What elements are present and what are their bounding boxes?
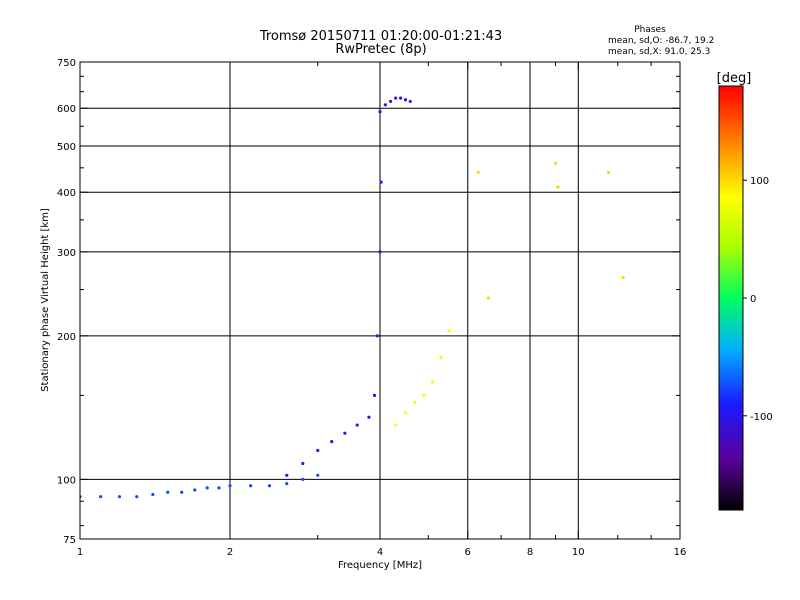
y-tick-label: 100 xyxy=(57,475,76,486)
x-tick-label: 1 xyxy=(77,547,83,558)
chart-subtitle: RwPretec (8p) xyxy=(335,42,426,57)
data-point xyxy=(99,495,103,499)
data-point xyxy=(413,400,417,405)
y-tick-label: 200 xyxy=(57,332,76,343)
data-point xyxy=(378,110,382,114)
x-tick-label: 2 xyxy=(227,547,233,558)
data-point xyxy=(606,170,611,175)
data-point xyxy=(375,334,379,338)
data-point xyxy=(403,98,408,102)
data-point xyxy=(394,423,398,427)
chart-title: Tromsø 20150711 01:20:00-01:21:43 xyxy=(259,29,502,44)
x-axis-label: Frequency [MHz] xyxy=(338,560,422,571)
legend-heading: Phases xyxy=(634,25,666,35)
data-point xyxy=(117,495,122,499)
y-tick-label: 75 xyxy=(63,535,76,546)
data-point xyxy=(193,488,197,492)
data-point xyxy=(422,393,426,398)
y-tick-label: 400 xyxy=(57,188,76,199)
data-point xyxy=(403,411,408,415)
colorbar-tick-label: -100 xyxy=(750,412,773,423)
data-point xyxy=(166,490,170,494)
data-point xyxy=(301,477,305,482)
colorbar-label: [deg] xyxy=(717,71,752,86)
data-point xyxy=(476,170,480,175)
colorbar-ticks: 100 0 -100 xyxy=(743,176,773,423)
legend-line-x: mean, sd,X: 91.0, 25.3 xyxy=(608,47,710,57)
data-point xyxy=(267,484,272,488)
data-point xyxy=(316,448,320,453)
data-point xyxy=(388,99,393,104)
data-point xyxy=(249,484,253,488)
data-point xyxy=(217,486,221,490)
data-point xyxy=(621,275,625,280)
y-tick-label: 600 xyxy=(57,104,76,115)
x-tick-label: 6 xyxy=(465,547,471,558)
y-axis-label: Stationary phase Virtual Height [km] xyxy=(40,208,51,392)
y-tick-label: 300 xyxy=(57,248,76,259)
y-tick-label: 500 xyxy=(57,142,76,153)
data-point xyxy=(343,431,347,435)
x-tick-label: 8 xyxy=(527,547,533,558)
data-point xyxy=(367,415,371,419)
data-points xyxy=(80,96,625,499)
colorbar xyxy=(718,85,744,511)
x-tick-label: 4 xyxy=(377,547,383,558)
data-point xyxy=(394,96,398,100)
data-point xyxy=(447,329,451,333)
data-point xyxy=(486,296,490,300)
data-point xyxy=(553,161,558,165)
data-point xyxy=(439,356,443,360)
x-tick-label: 16 xyxy=(674,547,687,558)
colorbar-tick-label: 0 xyxy=(750,294,756,305)
data-point xyxy=(135,495,139,499)
data-point xyxy=(285,481,289,486)
data-point xyxy=(301,461,305,466)
y-tick-label: 750 xyxy=(57,58,76,69)
legend-line-o: mean, sd,O: -86.7, 19.2 xyxy=(608,36,714,46)
data-point xyxy=(408,99,412,104)
data-point xyxy=(379,180,383,184)
data-point xyxy=(205,486,209,490)
data-point xyxy=(285,473,289,477)
data-point xyxy=(430,380,435,384)
plot-grid xyxy=(80,62,680,539)
data-point xyxy=(383,103,387,107)
data-point xyxy=(378,250,382,254)
data-point xyxy=(399,96,403,100)
data-point xyxy=(372,393,377,398)
y-axis-ticks: 75 100 200 300 400 500 600 750 xyxy=(57,58,680,546)
data-point xyxy=(316,473,320,477)
data-point xyxy=(180,490,184,494)
x-tick-label: 10 xyxy=(572,547,585,558)
x-axis-ticks: 1 2 4 6 8 10 16 xyxy=(77,62,687,558)
data-point xyxy=(330,440,334,444)
data-point xyxy=(151,492,155,497)
data-point xyxy=(556,185,560,189)
data-point xyxy=(355,423,359,427)
colorbar-tick-label: 100 xyxy=(750,176,769,187)
data-point xyxy=(228,484,232,488)
